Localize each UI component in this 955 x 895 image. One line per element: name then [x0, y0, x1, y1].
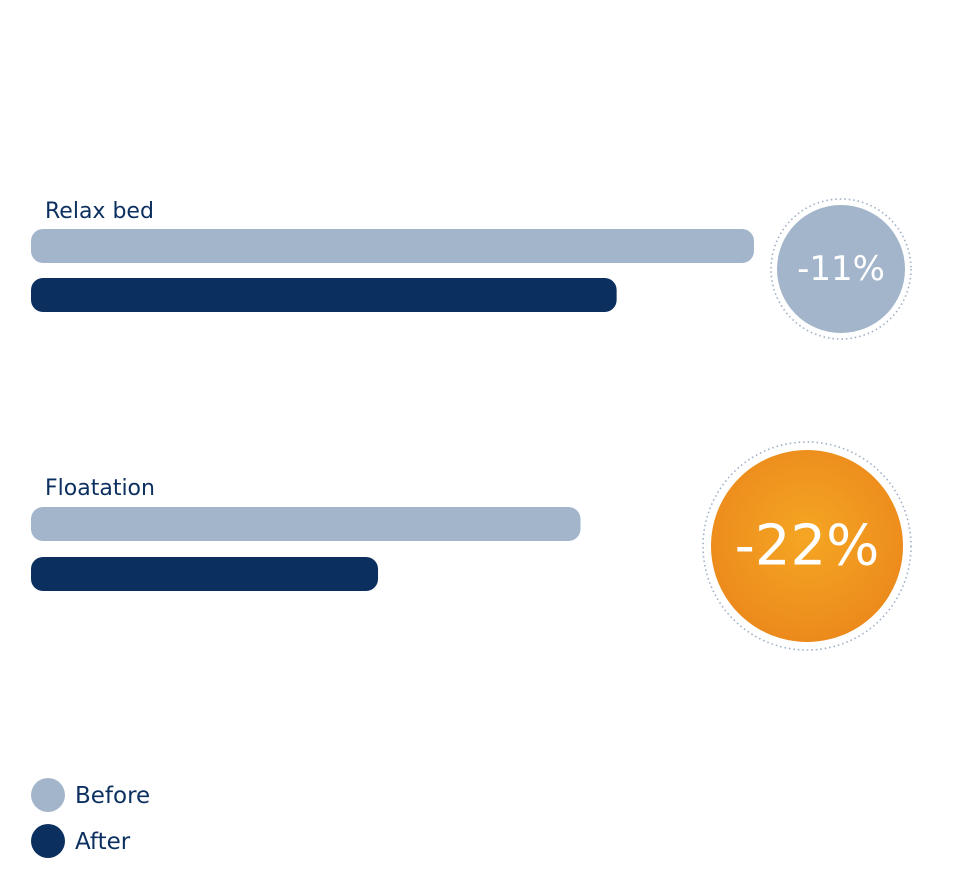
- change-badge-floatation: -22%: [702, 441, 912, 651]
- legend: Before After: [31, 778, 150, 858]
- category-label-relax-bed: Relax bed: [45, 199, 154, 224]
- badge-ring: [770, 198, 912, 340]
- legend-label-after: After: [75, 829, 131, 855]
- change-badge-relax-bed: -11%: [770, 198, 912, 340]
- change-label-relax-bed: -11%: [797, 249, 885, 289]
- badge-ring: [702, 441, 912, 651]
- badge-fill: [711, 450, 903, 642]
- legend-label-before: Before: [75, 783, 150, 809]
- legend-swatch-after: [31, 824, 65, 858]
- bar-before-floatation: [31, 507, 581, 541]
- category-label-floatation: Floatation: [45, 476, 155, 501]
- legend-swatch-before: [31, 778, 65, 812]
- badge-fill: [777, 205, 905, 333]
- bar-after-floatation: [31, 557, 379, 591]
- bar-before-relax-bed: [31, 229, 754, 263]
- change-label-floatation: -22%: [735, 514, 880, 579]
- bar-after-relax-bed: [31, 278, 617, 312]
